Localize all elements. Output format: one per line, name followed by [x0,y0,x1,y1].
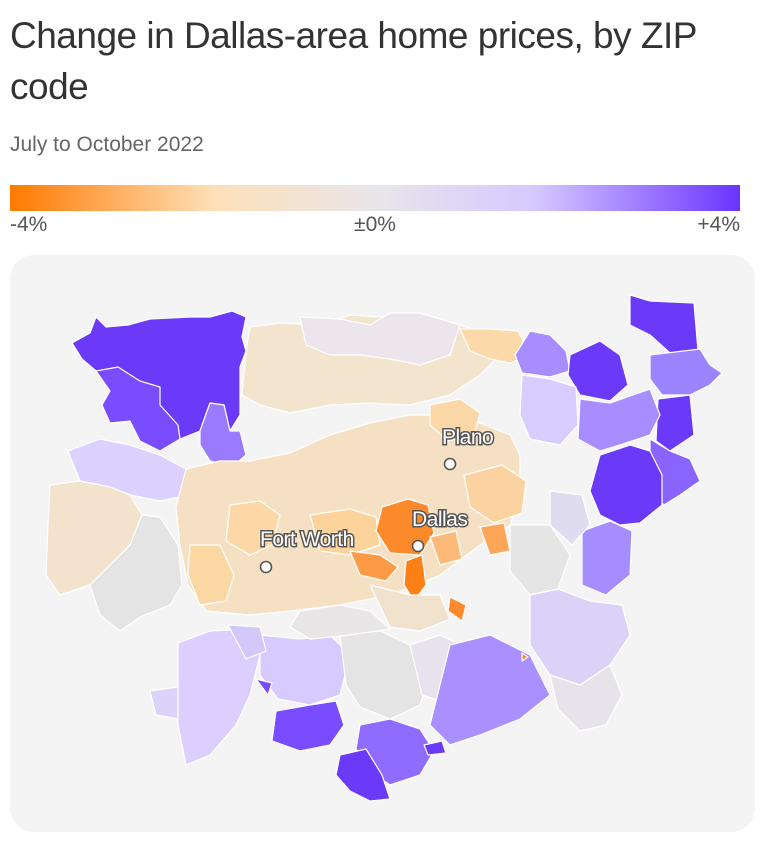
city-label-plano: Plano [442,426,493,449]
chart-title: Change in Dallas-area home prices, by ZI… [10,15,697,107]
zip-region[interactable] [149,686,179,720]
zip-code-map: Plano Dallas Fort Worth [45,294,723,802]
legend-mid-label: ±0% [354,213,396,236]
zip-region[interactable] [589,444,663,526]
city-dot-plano[interactable] [443,457,457,471]
zip-region[interactable] [369,584,451,632]
city-dot-dallas[interactable] [411,539,425,553]
zip-region[interactable] [429,530,463,566]
zip-region[interactable] [429,398,481,442]
zip-region[interactable] [227,624,267,660]
zip-region[interactable] [529,588,631,686]
zip-region[interactable] [463,464,527,524]
zip-region[interactable] [521,652,529,662]
zip-region[interactable] [349,550,399,582]
zip-region[interactable] [403,554,427,602]
zip-region[interactable] [255,678,273,696]
zip-region[interactable] [581,520,633,596]
zip-region[interactable] [423,740,447,756]
zip-region[interactable] [95,366,181,452]
zip-region[interactable] [271,700,345,752]
city-label-fort-worth: Fort Worth [260,528,354,551]
zip-region[interactable] [335,748,391,802]
legend-max-label: +4% [697,213,740,236]
zip-region[interactable] [259,634,351,706]
city-markers: Plano Dallas Fort Worth [259,425,495,574]
zip-region[interactable] [479,522,511,556]
zip-region[interactable] [309,508,381,556]
zip-region[interactable] [225,500,281,556]
zip-region[interactable] [299,312,461,366]
legend-min-label: -4% [10,213,48,236]
city-label-dallas: Dallas [412,508,467,531]
chart-subtitle: July to October 2022 [10,133,204,156]
map-panel: Plano Dallas Fort Worth [10,255,755,832]
zip-region[interactable] [629,294,699,354]
color-legend-bar [10,185,740,211]
zip-region[interactable] [429,634,551,746]
zip-region[interactable] [649,348,723,396]
zip-region[interactable] [514,330,571,378]
zip-region[interactable] [549,490,591,546]
zip-region[interactable] [89,514,183,632]
zip-region[interactable] [289,604,391,640]
zip-region[interactable] [655,394,695,452]
city-dot-fort-worth[interactable] [259,560,273,574]
zip-regions [45,294,723,802]
zip-region[interactable] [577,388,661,452]
zip-region[interactable] [549,664,623,732]
zip-region[interactable] [567,340,629,402]
zip-region[interactable] [187,544,235,606]
zip-region[interactable] [447,596,467,622]
zip-region[interactable] [339,630,431,720]
zip-region[interactable] [519,374,579,446]
